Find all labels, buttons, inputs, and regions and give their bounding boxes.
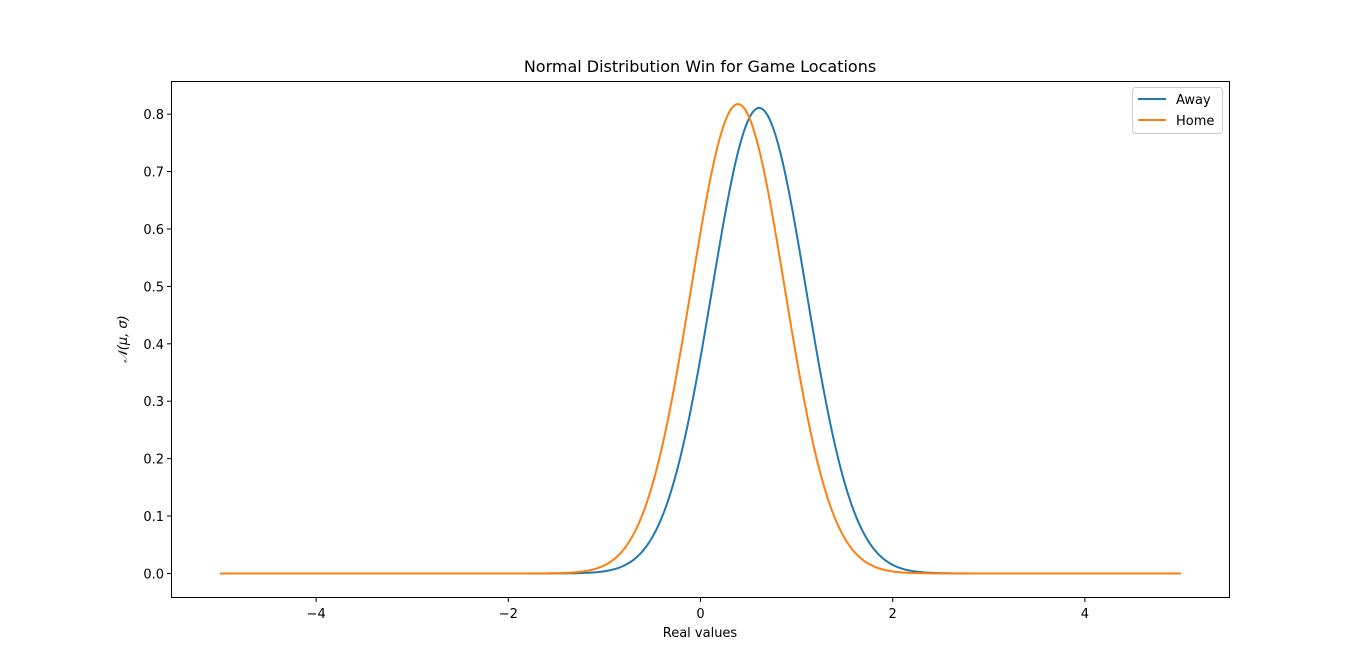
y-tick-label: 0.6 [143, 223, 164, 238]
x-tick-label: −4 [307, 607, 326, 622]
chart-title: Normal Distribution Win for Game Locatio… [524, 57, 876, 76]
y-tick-label: 0.1 [143, 510, 164, 525]
y-tick-label: 0.3 [143, 395, 164, 410]
legend: Away Home [1132, 87, 1223, 134]
legend-label-home: Home [1176, 114, 1214, 129]
y-tick-label: 0.0 [143, 567, 164, 582]
y-tick-label: 0.4 [143, 338, 164, 353]
x-tick-label: 2 [889, 607, 897, 622]
y-axis-label: 𝒩(μ, σ) [116, 315, 131, 362]
x-tick-label: 4 [1081, 607, 1089, 622]
x-tick-label: 0 [696, 607, 704, 622]
series-layer [220, 103, 1181, 575]
y-tick-label: 0.7 [143, 166, 164, 181]
x-axis-label: Real values [663, 626, 738, 641]
y-tick-label: 0.5 [143, 280, 164, 295]
y-tick-label: 0.8 [143, 108, 164, 123]
x-axis: −4 −2 0 2 4 [307, 597, 1089, 622]
legend-label-away: Away [1176, 93, 1211, 108]
y-tick-label: 0.2 [143, 453, 164, 468]
series-line-home [220, 103, 1181, 575]
x-tick-label: −2 [499, 607, 518, 622]
y-axis: 0.0 0.1 0.2 0.3 0.4 0.5 0.6 0.7 0.8 [143, 108, 172, 582]
